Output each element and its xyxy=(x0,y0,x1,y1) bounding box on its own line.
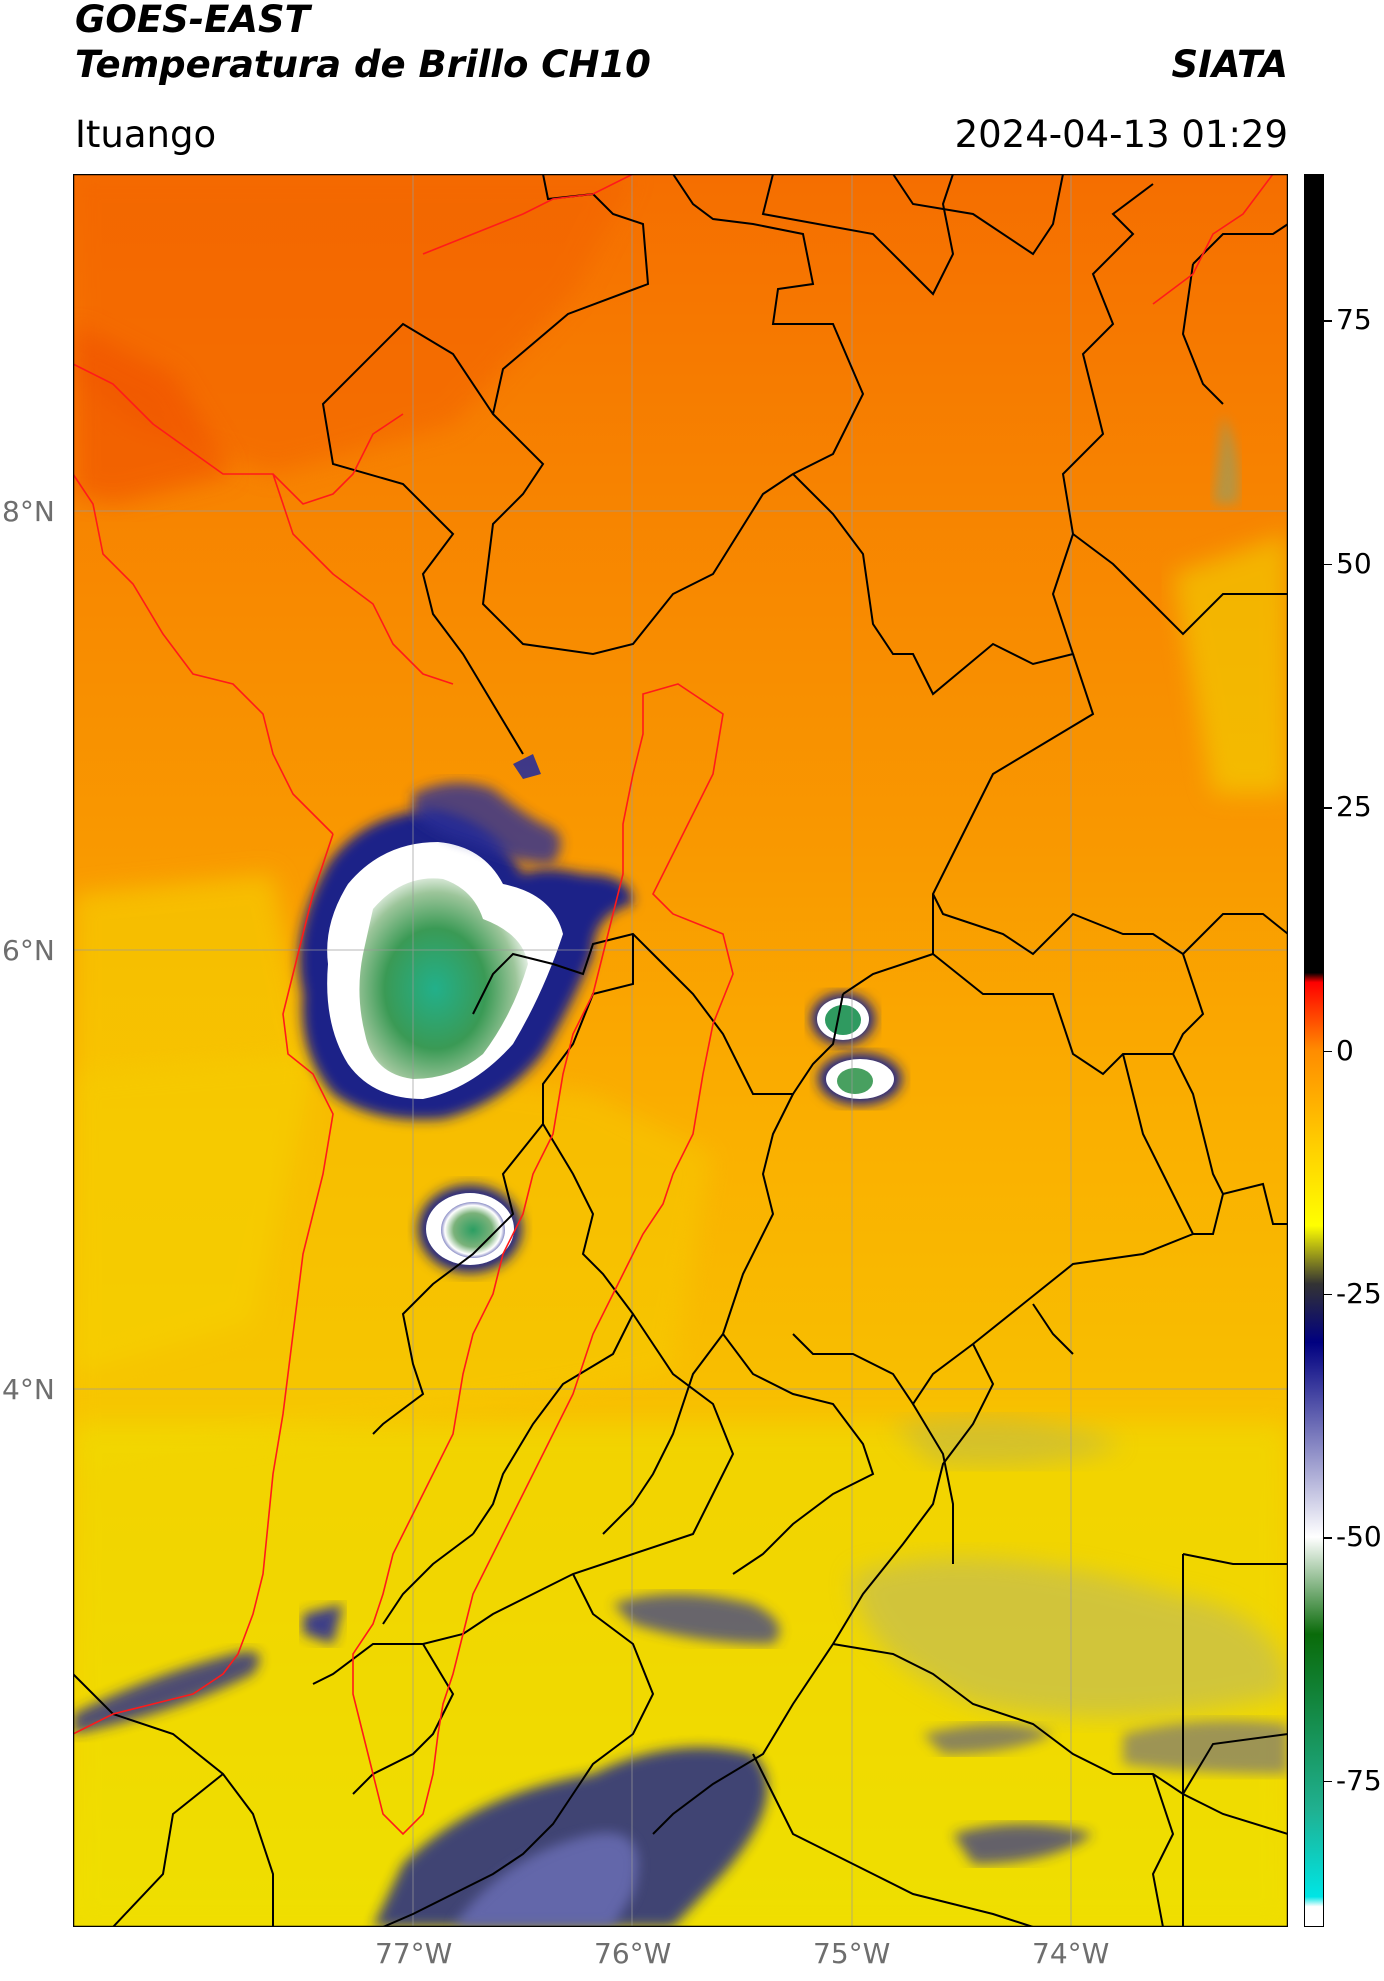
colorbar xyxy=(1304,174,1324,1927)
colorbar-tick-mark xyxy=(1324,1780,1332,1783)
colorbar-tick-mark xyxy=(1324,807,1332,809)
lat-tick-6n: 6°N xyxy=(2,934,55,967)
colorbar-tick-mark xyxy=(1324,1537,1332,1539)
colorbar-ticks: 75 50 25 0 -25 -50 -75 xyxy=(1324,174,1384,1927)
agency-label: SIATA xyxy=(1171,43,1288,86)
brightness-temperature-map xyxy=(73,174,1288,1927)
colorbar-tick-mark xyxy=(1324,1293,1332,1296)
large-convective-cell xyxy=(298,754,633,1120)
colorbar-tick-label: 25 xyxy=(1336,790,1372,824)
colorbar-tick-mark xyxy=(1324,563,1332,566)
lon-tick-76w: 76°W xyxy=(594,1937,672,1970)
location-label: Ituango xyxy=(75,113,217,156)
colorbar-tick-label: 75 xyxy=(1336,303,1372,337)
colorbar-tick-label: -25 xyxy=(1336,1276,1382,1310)
lat-tick-8n: 8°N xyxy=(2,495,55,528)
colorbar-tick-mark xyxy=(1324,1050,1332,1052)
colorbar-tick-label: -75 xyxy=(1336,1763,1382,1797)
colorbar-tick-label: 0 xyxy=(1336,1033,1354,1067)
administrative-borders xyxy=(73,174,1288,1927)
small-storm-cell-west xyxy=(418,1185,522,1273)
colorbar-tick-label: 50 xyxy=(1336,546,1372,580)
colorbar-tick-mark xyxy=(1324,320,1332,322)
colorbar-tick-label: -50 xyxy=(1336,1520,1382,1554)
lon-tick-77w: 77°W xyxy=(375,1937,453,1970)
product-title: Temperatura de Brillo CH10 xyxy=(75,43,651,86)
watershed-boundaries xyxy=(73,174,1274,1836)
lon-tick-75w: 75°W xyxy=(813,1937,891,1970)
storm-cells-east xyxy=(811,993,902,1105)
lon-tick-74w: 74°W xyxy=(1032,1937,1110,1970)
datetime-label: 2024-04-13 01:29 xyxy=(954,113,1288,156)
satellite-title: GOES-EAST xyxy=(75,0,310,41)
lat-tick-4n: 4°N xyxy=(2,1373,55,1406)
